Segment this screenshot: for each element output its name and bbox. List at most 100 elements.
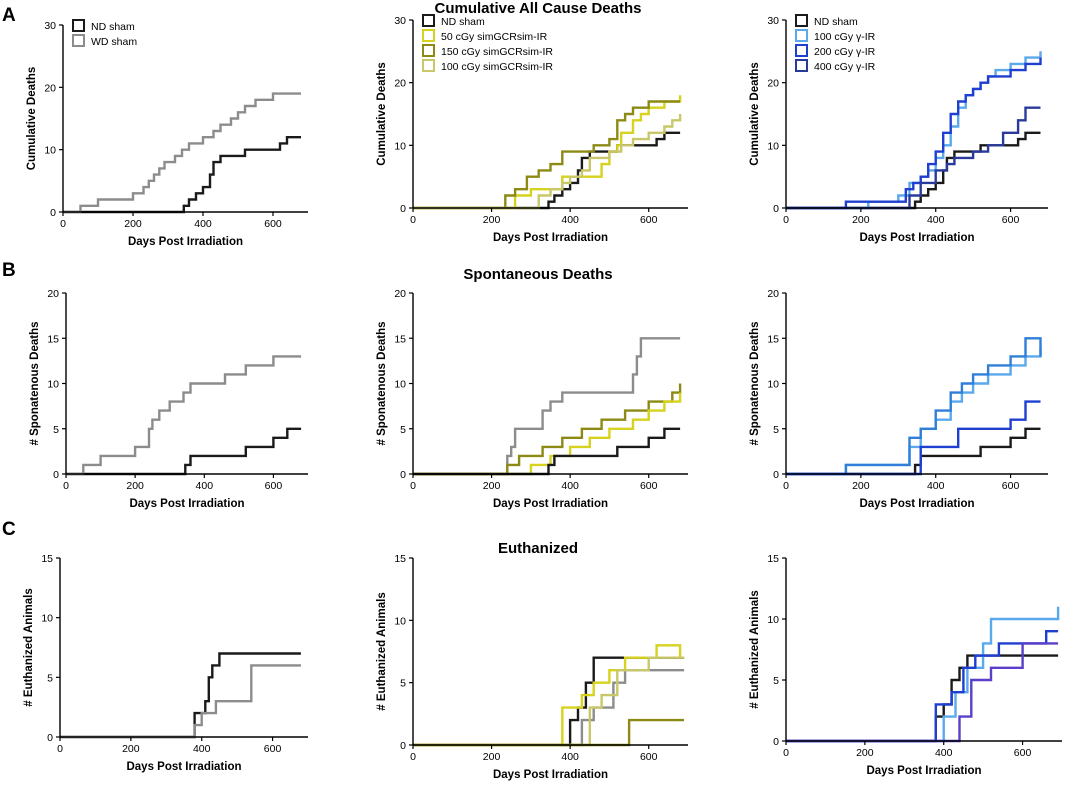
series-line-a1-1 xyxy=(63,92,301,214)
chart-b3: 0 200 400 600 0 5 10 15 20 Days Post Irradiation #… xyxy=(749,288,1048,510)
chart-a2: 0 200 400 600 0 10 20 30 Days Post Irradiation Cu… xyxy=(376,14,688,244)
x-tick-label-a3-2: 400 xyxy=(927,214,945,226)
y-tick-label-b2-1: 5 xyxy=(400,424,406,436)
series-line-b3-2 xyxy=(786,337,1042,476)
y-tick-label-b2-3: 15 xyxy=(394,333,406,345)
y-axis-label-a2: Cumulative Deaths xyxy=(376,62,388,166)
chart-c2: 0 200 400 600 0 5 10 15 Days Post Irradiation # E… xyxy=(376,553,688,781)
chart-c1: 0 200 400 600 0 5 10 15 Days Post Irradiation # E… xyxy=(23,553,308,773)
x-tick-label-a2-2: 400 xyxy=(561,214,579,226)
x-axis-label-a3: Days Post Irradiation xyxy=(859,232,974,244)
y-tick-label-a3-1: 10 xyxy=(767,140,779,152)
series-line-a2-3 xyxy=(413,114,682,210)
y-tick-label-c2-1: 5 xyxy=(400,678,406,690)
y-axis-label-c1: # Euthanized Animals xyxy=(23,588,35,706)
y-tick-label-a1-0: 0 xyxy=(50,207,56,219)
y-tick-label-b3-3: 15 xyxy=(767,333,779,345)
legend-swatch-a2-2 xyxy=(422,44,435,57)
legend-label-a2-3: 100 cGy simGCRsim-IR xyxy=(441,61,553,73)
y-tick-label-a1-1: 10 xyxy=(44,145,56,157)
x-axis-label-c2: Days Post Irradiation xyxy=(493,769,608,781)
legend-label-a2-0: ND sham xyxy=(441,16,485,28)
legend-label-a3-3: 400 cGy γ-IR xyxy=(814,61,876,73)
x-tick-label-b1-2: 400 xyxy=(196,480,214,492)
y-tick-label-c2-3: 15 xyxy=(394,553,406,565)
x-axis-label-b2: Days Post Irradiation xyxy=(493,498,608,510)
series-line-b2-2 xyxy=(413,392,682,476)
x-tick-label-b2-2: 400 xyxy=(561,480,579,492)
y-tick-label-a2-0: 0 xyxy=(400,203,406,215)
legend-a3: ND sham 100 cGy γ-IR 200 cGy γ-IR 400 cGy γ… xyxy=(795,14,876,73)
x-tick-label-b3-1: 200 xyxy=(852,480,870,492)
legend-swatch-a3-1 xyxy=(795,29,808,42)
legend-label-a3-1: 100 cGy γ-IR xyxy=(814,31,876,43)
y-tick-label-a1-3: 30 xyxy=(44,20,56,32)
legend-swatch-a2-3 xyxy=(422,59,435,72)
series-line-b1-1 xyxy=(66,355,302,476)
x-tick-label-c1-1: 200 xyxy=(122,743,140,755)
series-line-a3-1 xyxy=(786,51,1042,210)
x-tick-label-c2-2: 400 xyxy=(561,751,579,763)
panel-letter-c: C xyxy=(2,519,16,540)
x-tick-label-a1-1: 200 xyxy=(124,218,142,230)
chart-b1: 0 200 400 600 0 5 10 15 20 Days Post Irradiation #… xyxy=(29,288,308,510)
series-line-c2-1 xyxy=(413,669,685,747)
x-tick-label-c1-0: 0 xyxy=(57,743,63,755)
panel-letter-a: A xyxy=(2,5,16,26)
y-tick-label-c3-0: 0 xyxy=(773,736,779,748)
y-tick-label-c1-0: 0 xyxy=(47,732,53,744)
y-tick-label-c3-2: 10 xyxy=(767,614,779,626)
x-tick-label-b3-3: 600 xyxy=(1002,480,1020,492)
legend-label-a2-2: 150 cGy simGCRsim-IR xyxy=(441,46,553,58)
y-axis-label-a1: Cumulative Deaths xyxy=(26,67,38,171)
y-tick-label-c1-3: 15 xyxy=(41,553,53,565)
series-line-a2-1 xyxy=(413,95,682,210)
y-tick-label-a2-1: 10 xyxy=(394,140,406,152)
y-axis-label-b3: # Sponatenous Deaths xyxy=(749,322,761,446)
x-axis-label-b3: Days Post Irradiation xyxy=(859,498,974,510)
legend-swatch-a3-2 xyxy=(795,44,808,57)
series-line-c1-1 xyxy=(60,664,301,739)
x-tick-label-c2-1: 200 xyxy=(483,751,501,763)
x-tick-label-c3-1: 200 xyxy=(856,747,874,759)
x-axis-label-c1: Days Post Irradiation xyxy=(126,761,241,773)
x-tick-label-c3-0: 0 xyxy=(783,747,789,759)
legend-swatch-a2-1 xyxy=(422,29,435,42)
series-line-c2-4 xyxy=(413,718,685,747)
x-axis-label-a1: Days Post Irradiation xyxy=(128,236,243,248)
y-tick-label-b3-4: 20 xyxy=(767,288,779,300)
legend-label-a1-1: WD sham xyxy=(91,36,137,48)
series-line-a2-2 xyxy=(413,100,681,210)
chart-a3: 0 200 400 600 0 10 20 30 Days Post Irradiation Cu… xyxy=(749,14,1048,244)
x-tick-label-b3-0: 0 xyxy=(783,480,789,492)
y-axis-label-b2: # Sponatenous Deaths xyxy=(376,322,388,446)
series-line-c2-2 xyxy=(413,644,682,747)
y-tick-label-b1-0: 0 xyxy=(53,469,59,481)
x-tick-label-c2-0: 0 xyxy=(410,751,416,763)
y-tick-label-c2-2: 10 xyxy=(394,615,406,627)
x-tick-label-a2-0: 0 xyxy=(410,214,416,226)
x-tick-label-c1-3: 600 xyxy=(264,743,282,755)
series-line-c3-3 xyxy=(786,642,1059,743)
y-axis-label-b1: # Sponatenous Deaths xyxy=(29,322,41,446)
chart-b2: 0 200 400 600 0 5 10 15 20 Days Post Irradiation #… xyxy=(376,288,688,510)
x-tick-label-b1-1: 200 xyxy=(126,480,144,492)
x-tick-label-a3-0: 0 xyxy=(783,214,789,226)
y-tick-label-c1-2: 10 xyxy=(41,613,53,625)
series-line-c3-1 xyxy=(786,606,1060,743)
x-tick-label-a1-3: 600 xyxy=(264,218,282,230)
y-tick-label-b2-0: 0 xyxy=(400,469,406,481)
series-line-b3-0 xyxy=(786,427,1041,476)
x-axis-label-c3: Days Post Irradiation xyxy=(866,765,981,777)
series-line-b2-1 xyxy=(413,383,682,476)
y-axis-label-c2: # Euthanized Animals xyxy=(376,592,388,710)
y-tick-label-c2-0: 0 xyxy=(400,740,406,752)
legend-a1: ND sham WD sham xyxy=(72,19,137,48)
y-tick-label-b1-2: 10 xyxy=(47,379,59,391)
x-tick-label-b3-2: 400 xyxy=(927,480,945,492)
x-tick-label-a1-2: 400 xyxy=(194,218,212,230)
charts-container: 0 200 400 600 0 10 20 30 Days Post Irradiation Cu… xyxy=(23,14,1062,781)
y-tick-label-b3-0: 0 xyxy=(773,469,779,481)
legend-swatch-a2-0 xyxy=(422,14,435,27)
